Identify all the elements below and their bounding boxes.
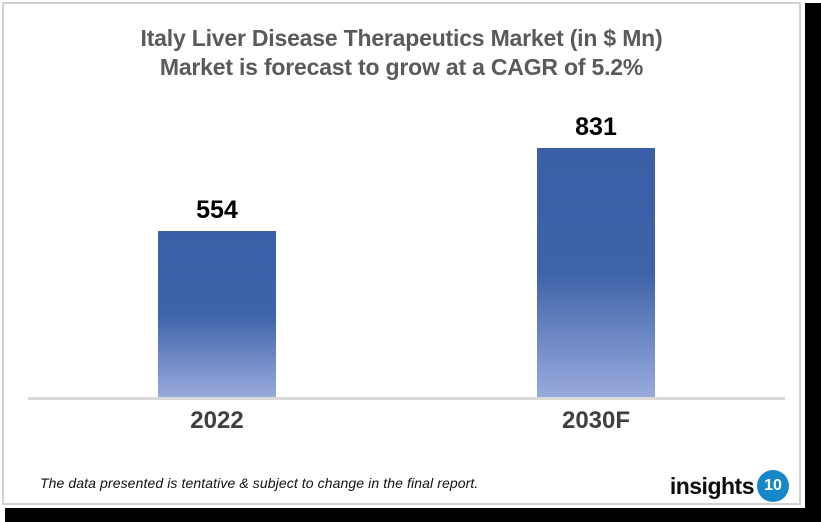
insights10-logo: insights 10 <box>670 468 789 504</box>
card-shadow-bottom <box>5 508 821 522</box>
logo-badge-circle: 10 <box>757 470 789 502</box>
card-shadow-right <box>805 3 821 522</box>
bar-value-label-2022: 554 <box>196 196 238 224</box>
x-axis-label-2022: 2022 <box>190 407 244 434</box>
bar-group-2022: 554 <box>158 196 276 397</box>
chart-subtitle: Market is forecast to grow at a CAGR of … <box>159 54 644 80</box>
plot-area: 554 831 <box>28 4 785 400</box>
chart-title-block: Italy Liver Disease Therapeutics Market … <box>4 24 799 82</box>
bar-value-label-2030f: 831 <box>575 113 617 141</box>
bar-2022 <box>158 231 276 397</box>
bar-2030f <box>537 148 655 397</box>
chart-title: Italy Liver Disease Therapeutics Market … <box>140 25 663 51</box>
logo-wordmark: insights <box>669 472 755 499</box>
x-axis-label-2030f: 2030F <box>561 407 631 434</box>
bar-group-2030f: 831 <box>537 113 655 397</box>
chart-panel: Italy Liver Disease Therapeutics Market … <box>2 2 801 505</box>
disclaimer-note: The data presented is tentative & subjec… <box>40 475 479 491</box>
